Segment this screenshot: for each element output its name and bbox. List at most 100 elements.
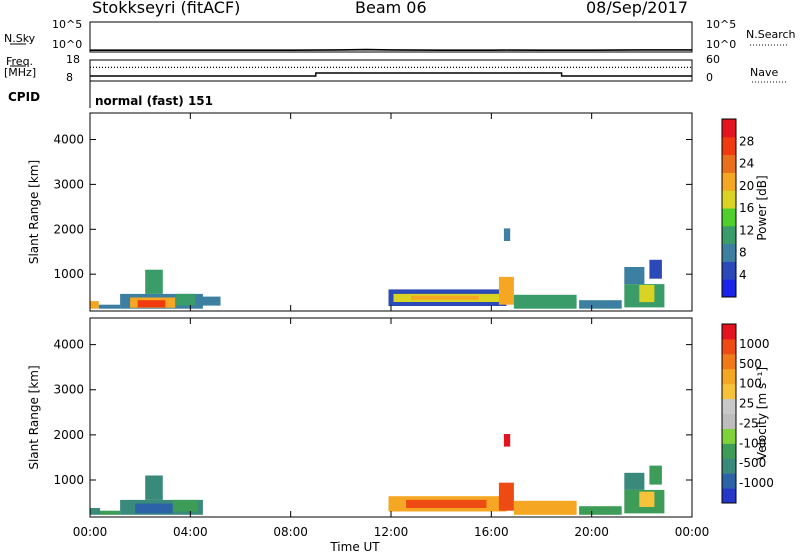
power-y-tick-label: 3000 [53, 177, 84, 191]
nsky-label: N.Sky [4, 32, 36, 45]
station-title: Stokkseyri (fitACF) [92, 0, 241, 17]
velocity-y-tick-label: 3000 [53, 383, 84, 397]
velocity-colorbar-swatch [722, 368, 736, 385]
freq-panel-frame [89, 59, 693, 82]
nave-label: Nave [750, 66, 779, 79]
date-title: 08/Sep/2017 [586, 0, 689, 17]
velocity-colorbar-swatch [722, 413, 736, 429]
x-tick-label: 08:00 [273, 525, 308, 539]
power-plot-area [90, 113, 692, 311]
power-colorbar-tick-label: 4 [739, 268, 747, 282]
velocity-data-cell [513, 500, 577, 515]
power-colorbar-tick-label: 16 [739, 201, 754, 215]
power-colorbar-swatch [722, 279, 736, 298]
power-data-cell [503, 228, 511, 241]
velocity-colorbar-swatch [722, 398, 736, 414]
power-colorbar-label: Power [dB] [755, 175, 769, 240]
power-colorbar-swatch [722, 225, 736, 245]
power-data-cell [498, 276, 514, 305]
velocity-data-cell [498, 482, 514, 511]
power-colorbar-swatch [722, 119, 736, 138]
freq-label: Freq. [6, 55, 34, 68]
velocity-data-cell [172, 499, 198, 512]
velocity-colorbar-swatch [722, 443, 736, 459]
power-colorbar-swatch [722, 190, 736, 209]
x-tick-label: 12:00 [374, 525, 409, 539]
velocity-colorbar-tick-label: -500 [739, 456, 766, 470]
velocity-colorbar-tick-label: 1000 [739, 337, 770, 351]
velocity-colorbar-tick-label: -100 [739, 436, 766, 450]
velocity-colorbar-swatch [722, 383, 736, 400]
velocity-data-cell [90, 508, 100, 515]
x-tick-label: 16:00 [474, 525, 509, 539]
power-data-cell [90, 301, 99, 309]
x-tick-label: 20:00 [574, 525, 609, 539]
power-colorbar-tick-label: 24 [739, 157, 754, 171]
velocity-data-cell [579, 506, 622, 515]
power-colorbar-tick-label: 8 [739, 246, 747, 260]
x-tick-label: 00:00 [675, 525, 710, 539]
power-colorbar-tick-label: 28 [739, 134, 754, 148]
power-data-cell [175, 293, 196, 306]
nsearch-hi-tick: 10^5 [706, 18, 737, 31]
power-colorbar-frame [721, 118, 737, 298]
nsky-lo-tick: 10^0 [52, 38, 83, 51]
power-colorbar-swatch [722, 208, 736, 227]
velocity-colorbar-swatch [722, 324, 736, 340]
velocity-colorbar-tick-label: -1000 [739, 476, 774, 490]
velocity-data-cell [135, 503, 173, 514]
velocity-data-cell [639, 491, 655, 507]
velocity-y-tick-label: 2000 [53, 428, 84, 442]
velocity-colorbar-swatch [722, 353, 736, 370]
power-data-cell [145, 269, 163, 294]
power-data-cell [624, 267, 645, 285]
nave-hi-tick: 60 [706, 53, 720, 66]
velocity-data-cell [503, 434, 511, 447]
noise-panel-frame [89, 21, 693, 53]
power-colorbar-swatch [722, 261, 736, 280]
velocity-y-axis-label: Slant Range [km] [27, 365, 41, 469]
power-data-cell [411, 295, 479, 300]
power-colorbar-swatch [722, 154, 736, 173]
power-colorbar-tick-label: 12 [739, 223, 754, 237]
nsearch-label: N.Search [746, 28, 796, 41]
power-y-tick-label: 4000 [53, 132, 84, 146]
velocity-colorbar-swatch [722, 458, 736, 474]
velocity-colorbar-frame [721, 323, 737, 504]
velocity-y-tick-label: 4000 [53, 338, 84, 352]
freq-series-line [90, 72, 692, 77]
x-tick-label: 00:00 [73, 525, 108, 539]
velocity-plot-area [90, 318, 692, 517]
x-tick-label: 04:00 [173, 525, 208, 539]
velocity-data-cell [624, 472, 645, 490]
power-colorbar-swatch [722, 172, 736, 191]
power-data-cell [98, 304, 121, 309]
velocity-y-tick-label: 1000 [53, 473, 84, 487]
nsearch-lo-tick: 10^0 [706, 38, 737, 51]
velocity-data-cell [145, 475, 163, 500]
power-colorbar-swatch [722, 136, 736, 156]
velocity-colorbar-swatch [722, 428, 736, 444]
nsky-series-line [90, 48, 692, 52]
power-data-cell [513, 294, 577, 309]
freq-unit-label: [MHz] [4, 66, 37, 79]
power-colorbar-swatch [722, 243, 736, 262]
freq-hi-tick: 18 [66, 53, 80, 66]
velocity-colorbar-tick-label: 500 [739, 357, 762, 371]
velocity-colorbar-tick-label: -25 [739, 416, 759, 430]
power-y-tick-label: 1000 [53, 267, 84, 281]
velocity-colorbar-tick-label: 25 [739, 397, 754, 411]
power-data-cell [579, 300, 622, 309]
velocity-data-cell [100, 510, 121, 515]
power-colorbar-tick-label: 20 [739, 179, 754, 193]
velocity-data-cell [406, 499, 487, 508]
velocity-colorbar-swatch [722, 338, 736, 355]
power-y-tick-label: 2000 [53, 222, 84, 236]
velocity-colorbar-swatch [722, 473, 736, 489]
beam-title: Beam 06 [355, 0, 427, 17]
velocity-colorbar-swatch [722, 488, 736, 504]
x-axis-label: Time UT [329, 540, 380, 554]
freq-lo-tick: 8 [66, 71, 73, 84]
cpid-text: normal (fast) 151 [95, 94, 213, 108]
